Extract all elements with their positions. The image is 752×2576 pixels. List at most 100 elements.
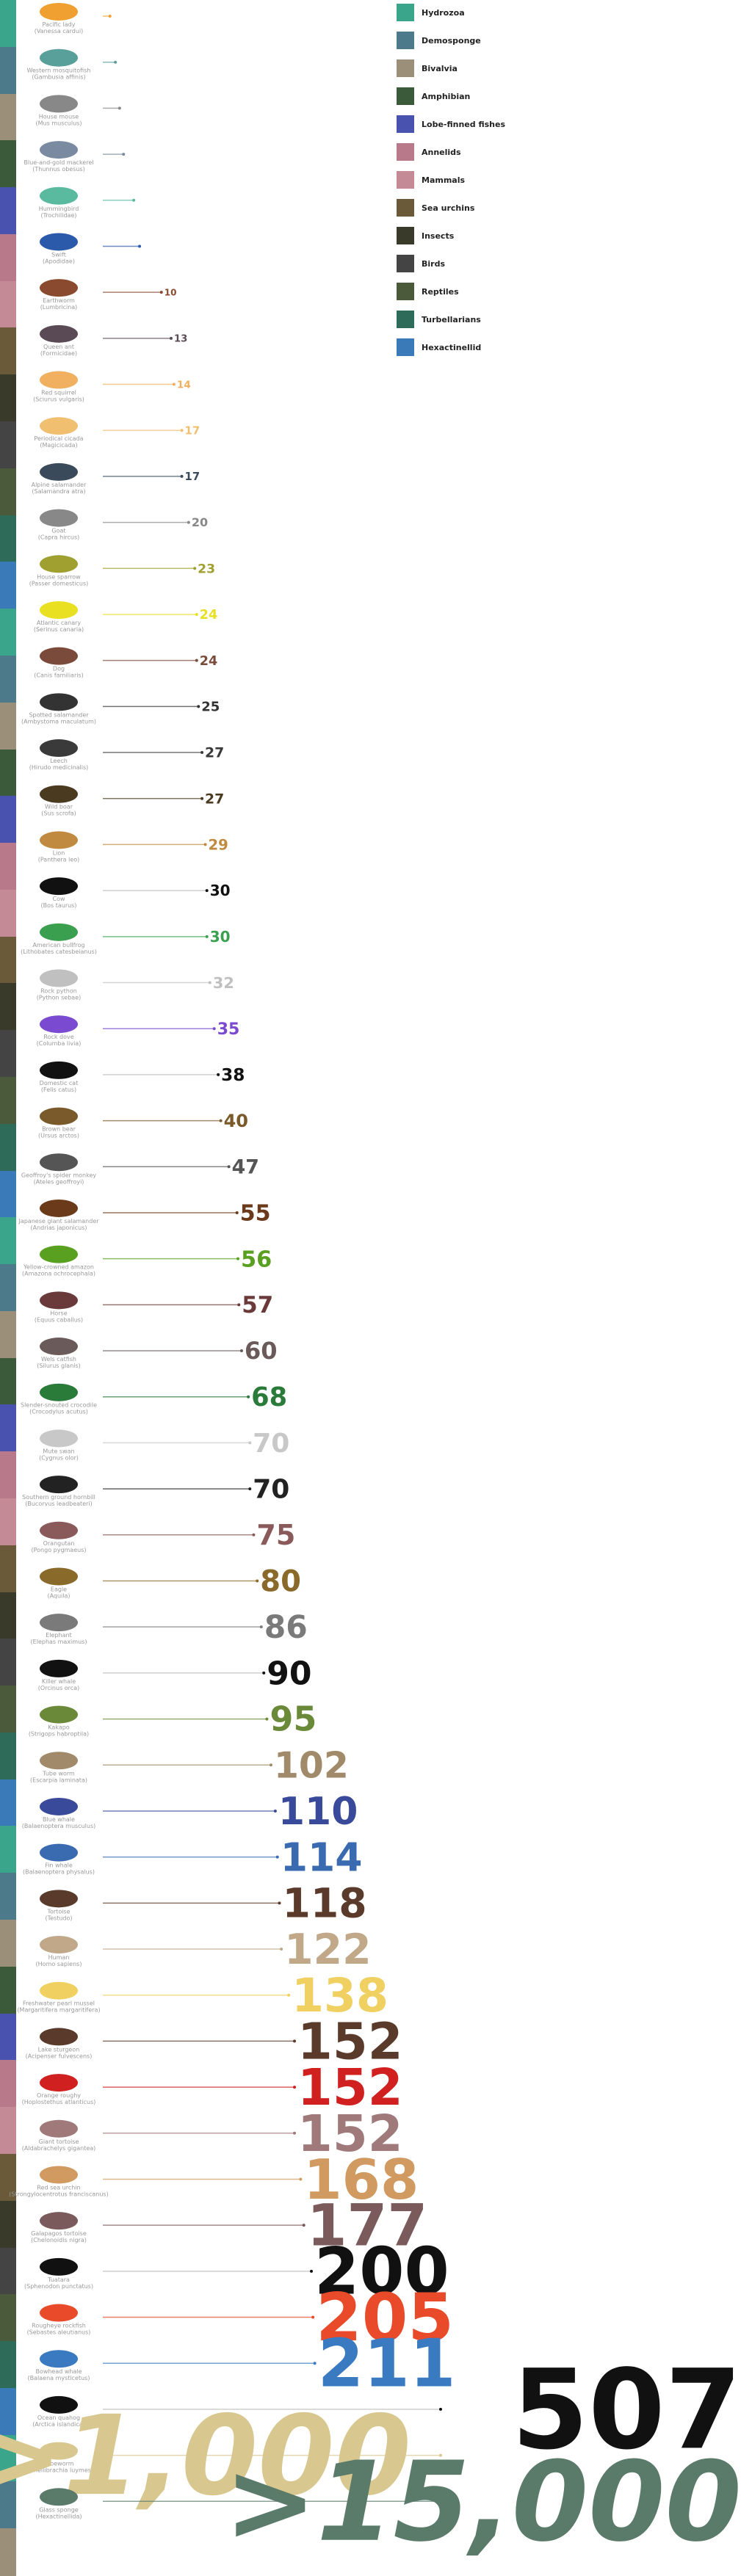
animal-silhouette-icon xyxy=(40,324,78,343)
lifespan-value-label: 138 xyxy=(292,1968,388,2022)
animal-scientific-name: (Canis familiaris) xyxy=(34,672,84,679)
lifespan-value-label: 55 xyxy=(240,1200,271,1226)
lifespan-value-label: 47 xyxy=(232,1156,259,1179)
legend-label: Reptiles xyxy=(422,286,459,297)
animal-scientific-name: (Escarpia laminata) xyxy=(30,1777,87,1783)
strip-segment xyxy=(0,1920,16,1967)
lifespan-bar-end xyxy=(265,1717,269,1721)
animal-name: Leech xyxy=(50,758,68,764)
animal-silhouette-icon xyxy=(40,186,78,205)
legend-item: Demosponge xyxy=(397,29,481,51)
strip-segment xyxy=(0,2387,16,2436)
lifespan-value-label: 35 xyxy=(217,1020,240,1039)
lifespan-bar-end xyxy=(287,1993,291,1997)
animal-silhouette-icon xyxy=(40,1614,78,1632)
animal-name: Periodical cicada xyxy=(34,435,83,442)
legend-label: Demosponge xyxy=(422,35,481,46)
animal-row: House sparrow(Passer domesticus) 23 xyxy=(29,555,215,587)
animal-name: Yellow-crowned amazon xyxy=(23,1264,94,1271)
strip-segment xyxy=(0,1873,16,1921)
animal-row: Fin whale(Balaenoptera physalus) 114 xyxy=(23,1834,363,1880)
lifespan-value-label: 86 xyxy=(264,1609,308,1645)
animal-silhouette-icon xyxy=(40,2257,78,2276)
lifespan-value-label: 205 xyxy=(316,2279,454,2357)
animal-silhouette-icon xyxy=(40,2304,78,2322)
legend-item: Reptiles xyxy=(397,280,459,302)
animal-scientific-name: (Ursus arctos) xyxy=(38,1133,79,1139)
animal-row: Mute swan(Cygnus olor) 70 xyxy=(39,1429,289,1461)
legend-swatch xyxy=(397,59,414,77)
lifespan-value-label: 114 xyxy=(281,1834,363,1880)
strip-segment xyxy=(0,1966,16,2014)
animal-silhouette-icon xyxy=(40,969,78,987)
lifespan-bar-end xyxy=(275,1855,279,1859)
strip-segment xyxy=(0,374,16,423)
animal-name: Spotted salamander xyxy=(29,711,89,718)
animal-silhouette-icon xyxy=(40,95,78,113)
animal-row: Leech(Hirudo medicinalis) 27 xyxy=(29,739,224,771)
animal-scientific-name: (Magicicada) xyxy=(40,442,77,449)
lifespan-bar-end xyxy=(262,1671,266,1675)
animal-name: Ocean quahog xyxy=(37,2414,80,2421)
animal-name: Goat xyxy=(51,528,65,534)
lifespan-bar-end xyxy=(212,1027,216,1031)
strip-segment xyxy=(0,2107,16,2155)
lifespan-bar-end xyxy=(122,153,126,156)
animal-silhouette-icon xyxy=(40,1705,78,1724)
lifespan-bar-end xyxy=(247,1395,250,1398)
animal-silhouette-icon xyxy=(40,1567,78,1586)
animal-silhouette-icon xyxy=(40,877,78,896)
animal-silhouette-icon xyxy=(40,785,78,803)
legend-swatch xyxy=(397,115,414,133)
animal-name: Glass sponge xyxy=(39,2506,78,2513)
animal-scientific-name: (Gambusia affinis) xyxy=(32,74,85,81)
animal-name: Orange roughy xyxy=(37,2092,81,2099)
legend-label: Hydrozoa xyxy=(422,7,465,18)
animal-silhouette-icon xyxy=(40,1245,78,1263)
animal-row: Blue-and-gold mackerel(Thunnus obesus) xyxy=(24,141,126,173)
strip-segment xyxy=(0,2481,16,2530)
animal-name: House mouse xyxy=(39,113,79,120)
lifespan-bar-end xyxy=(269,1763,272,1767)
lifespan-value-label: 25 xyxy=(201,700,220,715)
animal-silhouette-icon xyxy=(40,141,78,159)
animal-scientific-name: (Strongylocentrotus franciscanus) xyxy=(9,2191,108,2197)
strip-segment xyxy=(0,1123,16,1172)
animal-scientific-name: (Capra hircus) xyxy=(38,534,80,541)
strip-segment xyxy=(0,0,16,48)
legend-swatch xyxy=(397,311,414,328)
animal-row: Hummingbird(Trochilidae) xyxy=(39,186,136,219)
animal-name: Pacific lady xyxy=(43,21,76,28)
strip-segment xyxy=(0,983,16,1031)
animal-row: Spotted salamander(Ambystoma maculatum) 2… xyxy=(21,693,220,725)
animal-row: Orangutan(Pongo pygmaeus) 75 xyxy=(31,1519,295,1553)
animal-silhouette-icon xyxy=(40,1752,78,1770)
strip-segment xyxy=(0,140,16,189)
animal-silhouette-icon xyxy=(40,1199,78,1217)
lifespan-bar-end xyxy=(252,1533,256,1536)
lifespan-value-label: 152 xyxy=(297,2012,403,2071)
animal-name: Brown bear xyxy=(42,1126,76,1133)
animal-scientific-name: (Margaritifera margaritifera) xyxy=(17,2007,100,2014)
strip-segment xyxy=(0,280,16,329)
animal-row: Eagle(Aquila) 80 xyxy=(40,1564,301,1599)
animal-name: Tuatara xyxy=(47,2276,70,2283)
lifespan-bar-end xyxy=(302,2224,306,2227)
animal-name: Red squirrel xyxy=(41,390,76,396)
strip-segment xyxy=(0,1545,16,1593)
animal-name: Human xyxy=(48,1954,70,1961)
lifespan-value-label: 68 xyxy=(251,1382,287,1412)
lifespan-value-label: 17 xyxy=(185,424,200,437)
legend-swatch xyxy=(397,171,414,189)
lifespan-bar-end xyxy=(280,1948,283,1951)
animal-name: Wels catfish xyxy=(41,1356,76,1363)
animal-row: Red sea urchin(Strongylocentrotus franci… xyxy=(9,2147,419,2212)
animal-row: Tube worm(Escarpia laminata) 102 xyxy=(30,1744,349,1786)
animal-row: Rougheye rockfish(Sebastes aleutianus) 20… xyxy=(27,2279,454,2357)
lifespan-bar-end xyxy=(311,2315,315,2319)
lifespan-value-label: 95 xyxy=(270,1699,317,1739)
animal-name: Rougheye rockfish xyxy=(32,2323,86,2329)
animal-name: Bowhead whale xyxy=(35,2368,82,2375)
animal-silhouette-icon xyxy=(40,1936,78,1954)
animal-scientific-name: (Arctica islandica) xyxy=(32,2421,85,2428)
